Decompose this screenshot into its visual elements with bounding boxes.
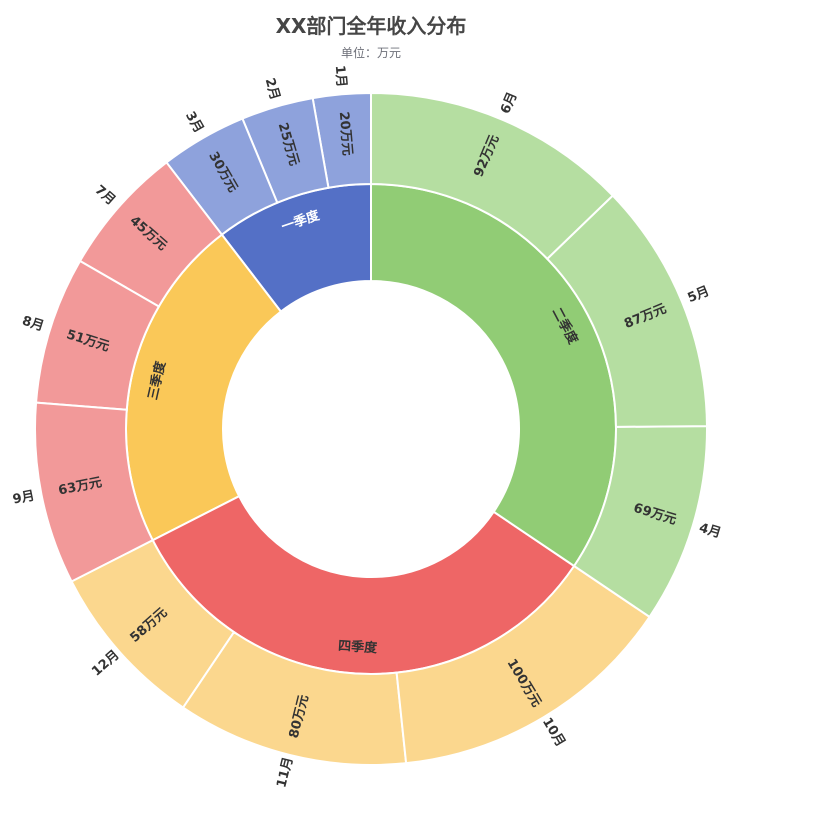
month-segment[interactable]	[370, 91, 615, 261]
month-name-label: 7月	[92, 183, 118, 209]
month-value-label: 20万元	[336, 111, 355, 156]
month-name-label: 9月	[12, 489, 37, 508]
quarter-label: 四季度	[338, 638, 379, 656]
month-name-label: 5月	[686, 284, 712, 306]
month-name-label: 1月	[332, 65, 349, 88]
month-ring	[34, 91, 708, 766]
month-name-label: 6月	[498, 90, 520, 116]
month-name-label: 10月	[539, 715, 568, 749]
month-name-label: 4月	[697, 521, 722, 542]
chart-subtitle: 单位：万元	[340, 46, 401, 60]
month-name-label: 11月	[274, 756, 296, 790]
month-name-label: 3月	[182, 109, 206, 136]
month-name-label: 12月	[89, 648, 122, 680]
quarter-ring	[125, 182, 617, 675]
month-name-label: 8月	[20, 314, 46, 335]
month-name-label: 2月	[262, 76, 283, 101]
chart-title: XX部门全年收入分布	[275, 14, 467, 38]
